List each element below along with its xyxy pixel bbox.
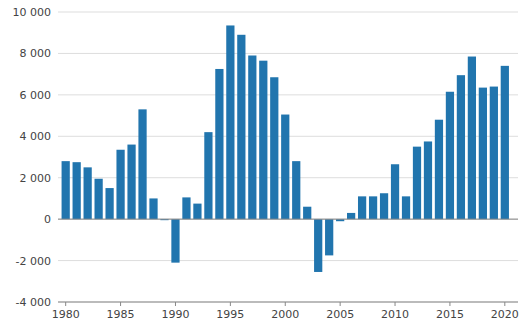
bar bbox=[413, 147, 421, 220]
bar bbox=[149, 198, 157, 219]
x-tick bbox=[395, 302, 396, 306]
bar bbox=[248, 56, 256, 220]
y-tick-label: 0 bbox=[44, 213, 51, 226]
bar bbox=[193, 204, 201, 220]
zero-line bbox=[58, 219, 518, 220]
y-axis: -4 000 -2 000 0 2 000 4 000 6 000 8 000 10 000 bbox=[13, 6, 52, 309]
bars bbox=[62, 25, 509, 272]
bar bbox=[116, 150, 124, 219]
x-tick-label: 2005 bbox=[326, 308, 354, 321]
bar bbox=[380, 193, 388, 219]
x-tick bbox=[504, 302, 505, 306]
y-tick-label: 6 000 bbox=[20, 89, 52, 102]
bar bbox=[369, 196, 377, 219]
x-tick bbox=[65, 302, 66, 306]
y-tick-label: 4 000 bbox=[20, 130, 52, 143]
bar bbox=[490, 87, 498, 220]
bar bbox=[226, 25, 234, 219]
y-tick-label: 2 000 bbox=[20, 172, 52, 185]
grid-line bbox=[58, 302, 518, 303]
y-tick-label: 8 000 bbox=[20, 47, 52, 60]
x-tick bbox=[175, 302, 176, 306]
bar bbox=[281, 115, 289, 220]
bar bbox=[446, 92, 454, 219]
x-tick-label: 2000 bbox=[271, 308, 299, 321]
x-tick-label: 1980 bbox=[52, 308, 80, 321]
x-tick bbox=[449, 302, 450, 306]
bar bbox=[237, 35, 245, 219]
x-tick-label: 2015 bbox=[436, 308, 464, 321]
bar bbox=[292, 161, 300, 219]
bar bbox=[347, 213, 355, 219]
x-tick bbox=[285, 302, 286, 306]
bar bbox=[479, 88, 487, 220]
y-tick-label: 10 000 bbox=[13, 6, 52, 19]
x-tick-label: 1990 bbox=[161, 308, 189, 321]
bar bbox=[457, 75, 465, 219]
grid-line bbox=[58, 12, 518, 13]
bar bbox=[182, 197, 190, 219]
bar bbox=[171, 219, 179, 263]
y-tick-label: -2 000 bbox=[16, 255, 51, 268]
bar bbox=[303, 207, 311, 219]
x-tick bbox=[120, 302, 121, 306]
x-tick bbox=[230, 302, 231, 306]
bar bbox=[314, 219, 322, 272]
x-tick-label: 2010 bbox=[381, 308, 409, 321]
x-tick-label: 1985 bbox=[107, 308, 135, 321]
grid-line bbox=[58, 219, 518, 220]
bar bbox=[402, 196, 410, 219]
bar bbox=[391, 164, 399, 219]
bar bbox=[468, 57, 476, 220]
bar bbox=[325, 219, 333, 255]
bar bbox=[270, 77, 278, 219]
bar bbox=[84, 167, 92, 219]
bar bbox=[204, 132, 212, 219]
bar bbox=[127, 145, 135, 220]
x-tick-label: 1995 bbox=[216, 308, 244, 321]
bar bbox=[435, 120, 443, 219]
bar bbox=[73, 162, 81, 219]
y-tick-label: -4 000 bbox=[16, 296, 51, 309]
bar bbox=[259, 61, 267, 219]
bar bbox=[138, 109, 146, 219]
bar bbox=[105, 188, 113, 219]
chart: -4 000 -2 000 0 2 000 4 000 6 000 8 000 10 000 1… bbox=[0, 0, 528, 330]
bar bbox=[62, 161, 70, 219]
bar bbox=[215, 69, 223, 219]
bar bbox=[424, 141, 432, 219]
x-axis: 1980 1985 1990 1995 2000 2005 2010 2015 2020 bbox=[52, 302, 519, 321]
x-tick bbox=[340, 302, 341, 306]
grid-line bbox=[58, 260, 518, 261]
x-tick-label: 2020 bbox=[491, 308, 519, 321]
bar bbox=[358, 196, 366, 219]
grid bbox=[58, 12, 518, 302]
bar bbox=[501, 66, 509, 219]
grid-line bbox=[58, 53, 518, 54]
bar bbox=[95, 179, 103, 219]
x-axis-line bbox=[58, 302, 518, 303]
